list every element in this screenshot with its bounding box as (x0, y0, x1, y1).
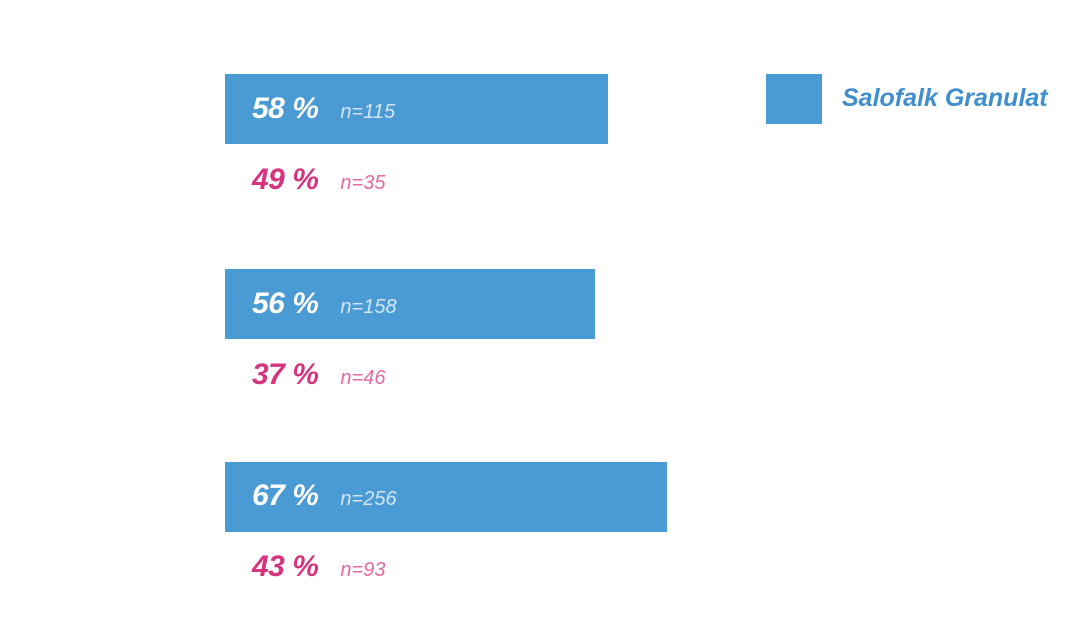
bar-group-3 (225, 462, 668, 532)
comparison-value-label: 43 % (252, 550, 319, 583)
bar-sample-size: n=256 (340, 488, 397, 510)
comparison-label-group-2: 37 % n=46 (252, 358, 385, 392)
bar-label-group-3: 67 % n=256 (252, 479, 397, 513)
bar-label-group-2: 56 % n=158 (252, 287, 397, 321)
bar-sample-size: n=115 (340, 101, 396, 123)
bar-sample-size: n=158 (340, 296, 397, 318)
bar-value-label: 58 % (252, 92, 319, 125)
legend-label: Salofalk Granulat (842, 84, 1048, 112)
comparison-sample-size: n=35 (340, 172, 386, 194)
comparison-label-group-1: 49 % n=35 (252, 163, 385, 197)
bar-group-2 (225, 269, 595, 339)
bar-value-label: 67 % (252, 479, 319, 512)
comparison-sample-size: n=46 (340, 367, 386, 389)
bar-value-label: 56 % (252, 287, 319, 320)
comparison-sample-size: n=93 (340, 559, 386, 581)
bar-group-1 (225, 74, 608, 144)
bar-label-group-1: 58 % n=115 (252, 92, 395, 126)
legend-swatch (766, 74, 822, 124)
comparison-value-label: 37 % (252, 358, 319, 391)
comparison-value-label: 49 % (252, 163, 319, 196)
comparison-label-group-3: 43 % n=93 (252, 550, 385, 584)
